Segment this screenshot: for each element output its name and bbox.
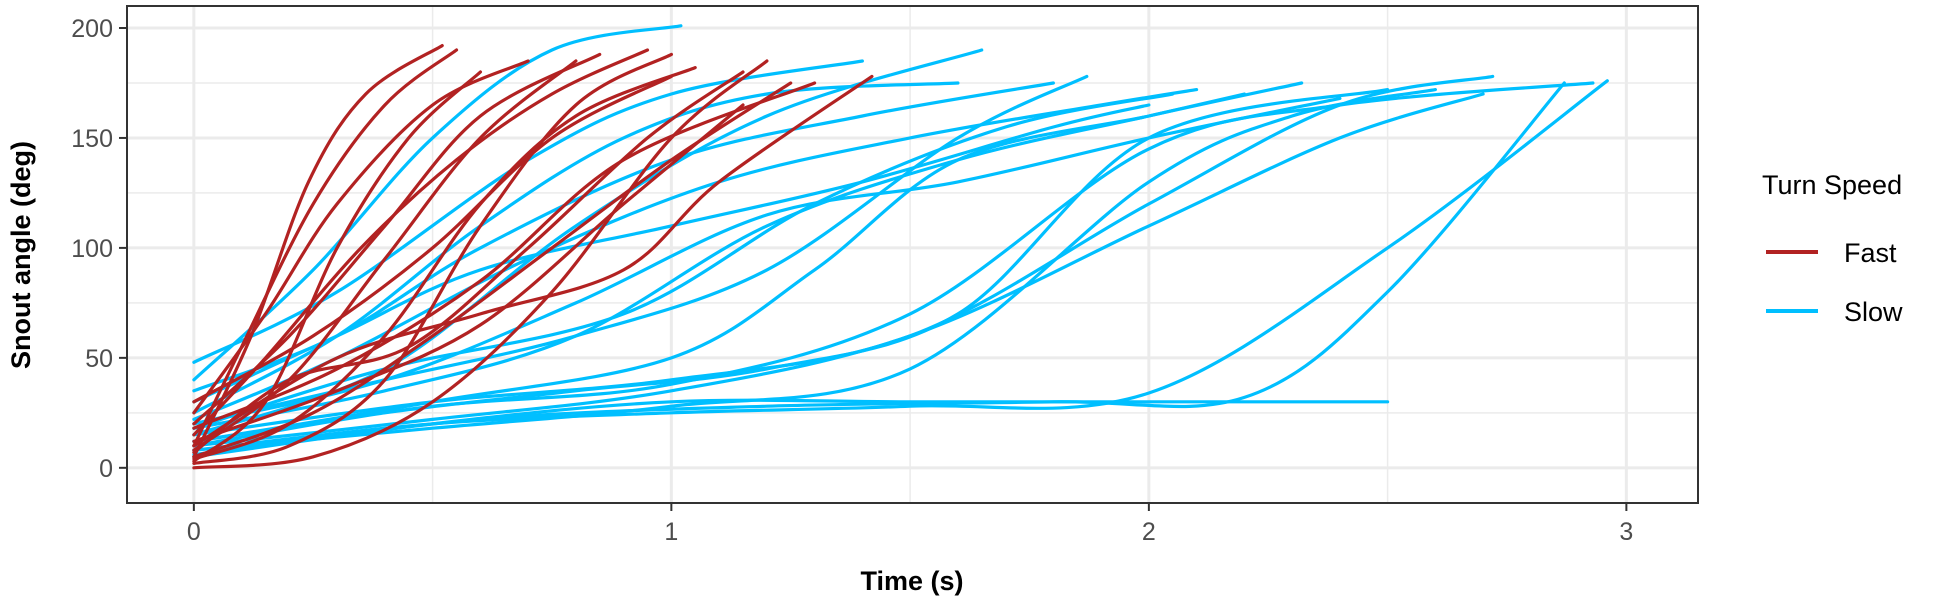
series-line-slow [192,24,683,382]
x-axis-title: Time (s) [860,566,963,596]
series-line-fast [192,66,697,461]
y-tick-label: 50 [85,345,113,373]
y-tick-label: 0 [99,455,113,483]
y-tick-label: 150 [71,125,113,153]
x-axis-ticks: 0 1 2 3 [187,503,1633,546]
y-tick-label: 200 [71,15,113,43]
series-line-fast [192,70,482,463]
series-line-slow [192,398,1390,459]
plot-panel-border [126,5,1699,504]
legend-title: Turn Speed [1762,170,1902,200]
legend: Turn Speed Fast Slow [1762,170,1903,327]
series-line-slow [192,92,1485,448]
series-lines [192,24,1609,470]
series-line-fast [192,74,874,448]
series-line-fast [192,81,793,459]
x-tick-label: 0 [187,518,201,546]
x-tick-label: 1 [664,518,678,546]
series-line-fast [192,48,459,448]
series-line-fast [192,52,602,426]
legend-label-slow: Slow [1844,297,1903,327]
series-line-slow [192,88,1437,452]
y-axis-ticks: 0 50 100 150 200 [71,15,127,483]
x-tick-label: 2 [1142,518,1156,546]
series-line-fast [192,74,673,404]
y-axis-title: Snout angle (deg) [6,141,36,369]
series-line-slow [192,92,1246,443]
series-line-fast [192,52,673,465]
legend-label-fast: Fast [1844,238,1897,268]
series-line-slow [192,92,1175,430]
x-tick-label: 3 [1619,518,1633,546]
series-line-slow [192,79,1609,452]
series-line-fast [192,103,745,443]
y-tick-label: 100 [71,235,113,263]
series-line-fast [192,59,769,470]
series-line-fast [192,81,817,430]
series-line-fast [192,70,745,454]
